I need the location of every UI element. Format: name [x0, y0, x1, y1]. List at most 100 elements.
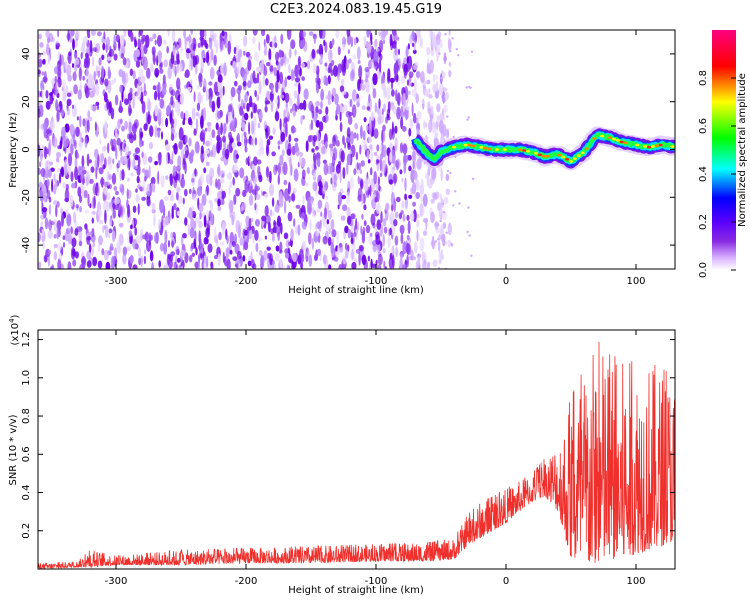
- heatmap-cell: [342, 135, 345, 146]
- heatmap-cell: [286, 264, 289, 269]
- heatmap-cell: [178, 140, 183, 150]
- heatmap-cell: [332, 135, 337, 147]
- heatmap-cell: [426, 46, 431, 56]
- heatmap-cell: [284, 252, 290, 259]
- heatmap-cell: [402, 241, 407, 255]
- heatmap-cell: [370, 258, 373, 269]
- top-y-ticks: -40 -20 0 20 40: [21, 48, 675, 253]
- heatmap-cell: [252, 263, 257, 269]
- heatmap-cell: [370, 151, 374, 162]
- heatmap-cell: [403, 162, 407, 175]
- heatmap-cell: [334, 93, 339, 106]
- heatmap-cell: [136, 90, 142, 101]
- heatmap-cell: [412, 161, 415, 170]
- heatmap-cell: [225, 247, 230, 261]
- heatmap-cell: [190, 57, 193, 71]
- heatmap-cell: [132, 99, 135, 109]
- heatmap-cell: [148, 165, 151, 179]
- heatmap-cell: [95, 101, 100, 107]
- heatmap-cell: [228, 111, 233, 123]
- heatmap-cell: [399, 169, 403, 175]
- heatmap-cell: [324, 140, 328, 149]
- heatmap-cell: [335, 163, 341, 174]
- heatmap-cell: [172, 65, 176, 74]
- heatmap-cell: [126, 246, 131, 251]
- heatmap-cell: [231, 142, 236, 149]
- heatmap-cell: [79, 165, 85, 171]
- heatmap-cell: [406, 154, 409, 163]
- heatmap-cell: [215, 178, 218, 189]
- heatmap-cell: [274, 111, 280, 122]
- heatmap-cell: [407, 220, 411, 235]
- heatmap-cell: [98, 57, 102, 66]
- heatmap-cell: [73, 211, 77, 224]
- heatmap-cell: [330, 177, 333, 185]
- heatmap-cell: [260, 254, 265, 268]
- heatmap-cell: [217, 190, 222, 200]
- heatmap-cell: [445, 173, 450, 182]
- heatmap-cell: [38, 70, 41, 75]
- heatmap-cell: [170, 133, 175, 142]
- heatmap-cell: [64, 197, 70, 203]
- heatmap-cell: [109, 217, 113, 227]
- ridge-peak: [494, 148, 499, 151]
- heatmap-cell: [245, 215, 250, 226]
- heatmap-cell: [142, 56, 148, 70]
- heatmap-cell: [415, 179, 420, 191]
- colorbar-tick-label: 0.6: [698, 118, 709, 134]
- heatmap-cell: [297, 254, 302, 265]
- heatmap-cell: [326, 255, 329, 267]
- heatmap-cell: [193, 91, 196, 103]
- heatmap-cell: [130, 172, 134, 177]
- heatmap-cell: [387, 101, 391, 114]
- heatmap-cell: [383, 103, 386, 112]
- heatmap-cell: [182, 197, 185, 205]
- heatmap-cell: [87, 193, 90, 207]
- heatmap-cell: [344, 225, 349, 234]
- heatmap-cell: [89, 203, 92, 209]
- heatmap-cell: [322, 254, 327, 265]
- heatmap-cell: [233, 194, 237, 206]
- heatmap-cell: [183, 146, 188, 152]
- heatmap-cell: [472, 177, 475, 181]
- heatmap-cell: [201, 194, 207, 206]
- heatmap-cell: [137, 156, 141, 167]
- heatmap-cell: [146, 67, 151, 79]
- heatmap-cell: [262, 74, 265, 88]
- heatmap-cell: [99, 138, 102, 145]
- heatmap-cell: [79, 206, 82, 213]
- heatmap-cell: [216, 178, 221, 190]
- ridge-peak: [600, 134, 605, 138]
- heatmap-cell: [118, 222, 124, 228]
- y-tick-label: 0.4: [21, 485, 32, 501]
- heatmap-cell: [112, 209, 116, 219]
- heatmap-cell: [184, 69, 190, 78]
- heatmap-cell: [361, 105, 366, 111]
- heatmap-cell: [366, 30, 370, 38]
- heatmap-cell: [315, 106, 319, 114]
- heatmap-cell: [75, 30, 80, 40]
- heatmap-cell: [97, 104, 99, 111]
- heatmap-cell: [405, 242, 411, 255]
- heatmap-cell: [381, 160, 386, 175]
- heatmap-cell: [258, 41, 261, 52]
- heatmap-cell: [213, 54, 217, 66]
- heatmap-cell: [236, 141, 242, 147]
- heatmap-cell: [365, 124, 369, 131]
- heatmap-cell: [400, 210, 404, 215]
- ridge-peak: [483, 146, 488, 150]
- heatmap-cell: [311, 110, 314, 119]
- heatmap-cell: [279, 258, 283, 268]
- heatmap-cell: [465, 86, 468, 89]
- ridge-peak: [467, 143, 472, 147]
- heatmap-cell: [42, 58, 46, 65]
- heatmap-cell: [370, 32, 373, 43]
- heatmap-cell: [57, 30, 60, 38]
- heatmap-cell: [240, 99, 244, 108]
- heatmap-cell: [250, 174, 255, 179]
- x-tick-label: 100: [626, 576, 645, 587]
- heatmap-cell: [327, 236, 332, 246]
- heatmap-cell: [312, 181, 318, 192]
- heatmap-cell: [85, 85, 90, 99]
- heatmap-cell: [376, 219, 382, 231]
